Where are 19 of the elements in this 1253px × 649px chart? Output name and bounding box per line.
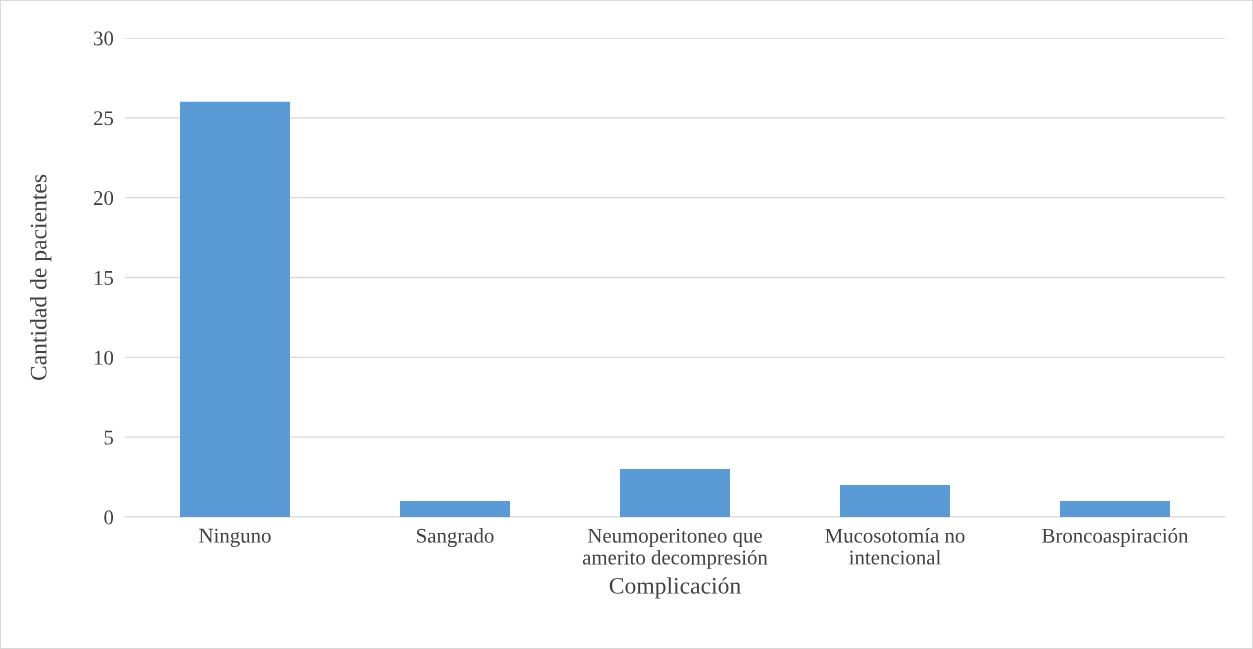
x-tick-label: Sangrado xyxy=(417,528,494,548)
bar xyxy=(620,469,730,517)
y-tick-label: 30 xyxy=(94,31,114,46)
bar xyxy=(180,101,290,517)
y-axis-title: Cantidad de pacientes xyxy=(29,174,52,381)
y-tick-label: 5 xyxy=(104,430,114,445)
x-tick-label: Mucosotomía no intencional xyxy=(825,528,965,565)
x-tick-label: Broncoaspiración xyxy=(1042,528,1189,548)
bar xyxy=(1060,501,1170,517)
x-axis-title: Complicación xyxy=(609,577,741,599)
x-tick-label: Neumoperitoneo que amerito decompresión xyxy=(582,528,768,569)
y-tick-label: 25 xyxy=(93,111,114,126)
bar xyxy=(840,485,950,517)
y-tick-label: 20 xyxy=(93,191,114,206)
y-tick-label: 15 xyxy=(94,270,114,285)
y-tick-label: 10 xyxy=(94,350,114,365)
bar xyxy=(400,501,510,517)
x-tick-label: Ninguno xyxy=(199,528,271,547)
y-tick-label: 0 xyxy=(104,510,114,525)
